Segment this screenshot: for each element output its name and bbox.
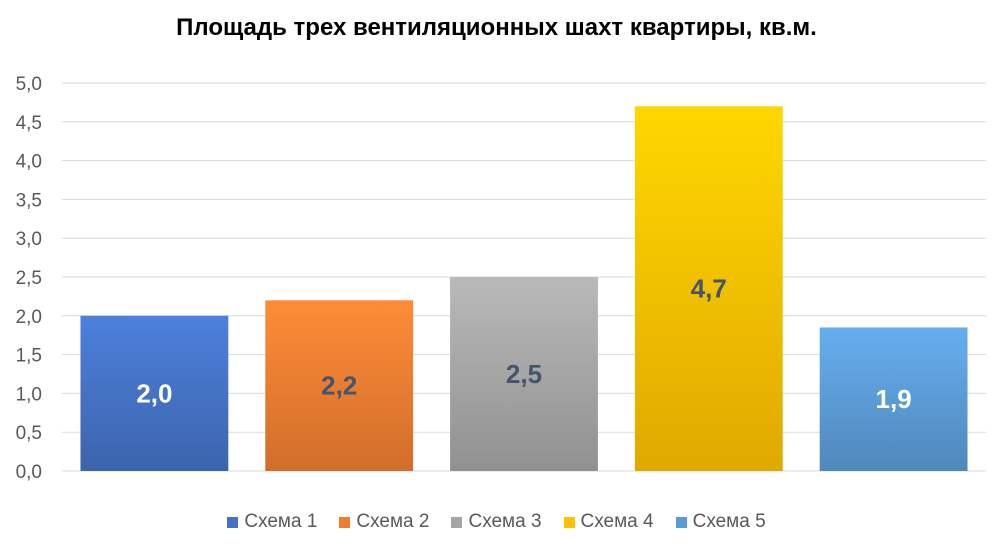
y-tick-label: 4,0	[16, 152, 42, 173]
y-tick-label: 0,5	[16, 423, 42, 444]
bar	[450, 277, 598, 471]
legend: Схема 1 Схема 2 Схема 3 Схема 4 Схема 5	[0, 511, 993, 533]
legend-item: Схема 5	[675, 511, 766, 533]
y-tick-label: 1,0	[16, 384, 42, 405]
legend-item: Схема 3	[451, 511, 542, 533]
legend-swatch	[339, 516, 351, 528]
y-tick-label: 3,5	[16, 190, 42, 211]
data-label: 1,9	[876, 384, 912, 414]
data-label: 4,7	[691, 274, 727, 304]
legend-label: Схема 5	[692, 511, 766, 532]
data-label: 2,2	[321, 371, 357, 401]
bar	[80, 315, 229, 471]
data-label: 2,0	[136, 378, 172, 408]
legend-label: Схема 1	[244, 511, 318, 532]
y-tick-label: 0,0	[16, 462, 42, 483]
chart-title: Площадь трех вентиляционных шахт квартир…	[176, 14, 817, 41]
legend-swatch	[675, 516, 687, 528]
y-tick-label: 4,5	[16, 113, 42, 134]
legend-item: Схема 2	[339, 511, 429, 533]
y-tick-label: 5,0	[16, 74, 42, 95]
bar	[819, 327, 968, 471]
data-label: 2,5	[506, 359, 542, 389]
y-tick-label: 2,5	[16, 268, 42, 289]
bar	[634, 106, 783, 471]
y-tick-label: 2,0	[16, 307, 42, 328]
legend-label: Схема 3	[468, 511, 542, 532]
legend-swatch	[451, 516, 463, 528]
legend-label: Схема 4	[580, 511, 654, 532]
legend-item: Схема 1	[227, 511, 317, 533]
y-tick-label: 3,0	[16, 229, 42, 250]
y-tick-label: 1,5	[16, 346, 42, 367]
legend-label: Схема 2	[356, 511, 430, 532]
legend-swatch	[227, 516, 239, 528]
bar	[265, 300, 414, 471]
legend-swatch	[563, 516, 575, 528]
legend-item: Схема 4	[563, 511, 654, 533]
